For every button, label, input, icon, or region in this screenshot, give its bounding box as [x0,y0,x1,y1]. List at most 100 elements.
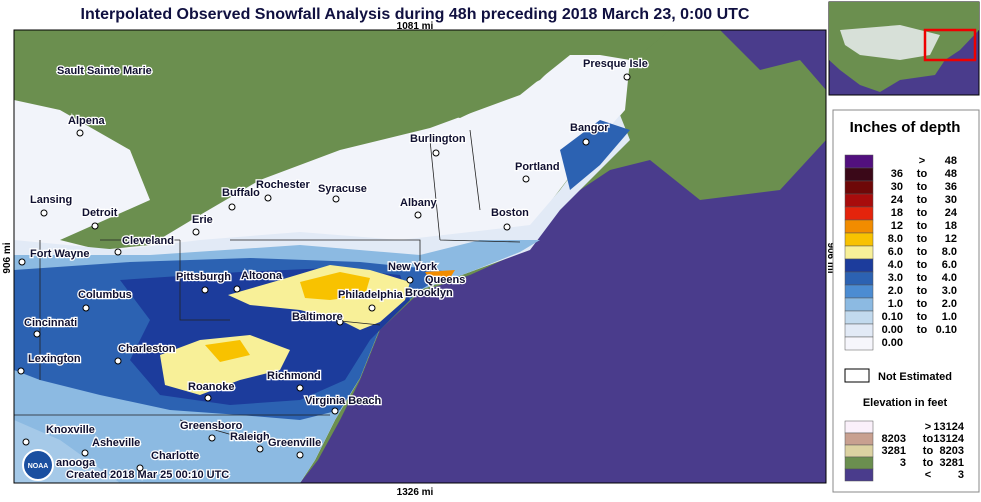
city-marker [332,195,340,203]
legend-max: 12 [945,233,957,245]
legend-min: 30 [891,181,903,193]
legend-min: 8.0 [888,233,903,245]
legend-word: to [917,181,928,193]
city-label: Knoxville [46,424,95,436]
legend-swatch [844,271,874,286]
logo-text: NOAA [28,463,49,470]
not-estimated: Not Estimated [878,371,952,383]
legend-swatch [844,206,874,221]
legend-max: 6.0 [942,259,957,271]
city-marker [91,222,99,230]
city-marker [522,175,530,183]
city-marker [192,228,200,236]
city-marker [201,286,209,294]
city-marker [40,209,48,217]
city-marker [114,248,122,256]
legend-swatch [844,310,874,325]
city-label: Brooklyn [405,287,453,299]
city-label: Queens [425,274,465,286]
legend-swatch [844,444,874,458]
legend-max: 4.0 [942,272,957,284]
city-marker [264,194,272,202]
city-marker [296,384,304,392]
city-marker [17,367,25,375]
city-label: Burlington [410,133,466,145]
legend-word: to [917,324,928,336]
legend-max: 18 [945,220,957,232]
legend-word: to [923,433,934,445]
city-label: Alpena [68,115,106,127]
legend-swatch [844,232,874,247]
legend-word: to [917,168,928,180]
legend-word: to [917,272,928,284]
city-label: Columbus [78,289,132,301]
city-label: Boston [491,207,529,219]
legend-max: 8.0 [942,246,957,258]
city-label: Erie [192,214,213,226]
legend-max: 36 [945,181,957,193]
city-marker [114,357,122,365]
legend-max: 13124 [933,433,964,445]
inset-map [828,1,980,96]
city-label: Portland [515,161,560,173]
city-label: Greenville [268,437,321,449]
city-label: Buffalo [222,187,260,199]
legend-max: 24 [945,207,958,219]
city-label: New York [388,261,438,273]
legend-word: to [917,220,928,232]
legend-min: 0.10 [882,311,903,323]
legend-swatch [844,297,874,312]
city-label: Philadelphia [338,289,404,301]
city-label: Bangor [570,122,609,134]
city-label: Sault Sainte Marie [57,65,152,77]
city-marker [82,304,90,312]
city-marker [406,276,414,284]
legend-swatch [844,167,874,182]
legend-min: 24 [891,194,904,206]
city-label: Charlotte [151,450,199,462]
legend-swatch [844,336,874,351]
legend-swatch [844,219,874,234]
legend-word: to [917,233,928,245]
legend-max: 30 [945,194,957,206]
legend-min: 8203 [882,433,906,445]
legend-max: 2.0 [942,298,957,310]
legend-min: 3281 [882,445,906,457]
elevation-title: Elevation in feet [863,397,948,409]
city-marker [331,407,339,415]
city-marker [81,449,89,457]
legend-word: to [917,259,928,271]
city-marker [18,258,26,266]
city-label: Baltimore [292,311,343,323]
city-label: Charleston [118,343,176,355]
city-label: Roanoke [188,381,234,393]
city-marker [33,330,41,338]
not-estimated-swatch [844,368,870,383]
city-label: Asheville [92,437,140,449]
legend-min: 2.0 [888,285,903,297]
right-distance: 906 mi [825,242,836,273]
legend-swatch [844,468,874,482]
legend-max: 48 [945,155,957,167]
city-label: anooga [56,457,96,469]
legend-word: to [917,311,928,323]
legend-swatch [844,456,874,470]
city-marker [503,223,511,231]
city-label: Richmond [267,370,321,382]
logo [22,449,54,481]
title: Interpolated Observed Snowfall Analysis … [81,6,750,23]
legend-swatch [844,432,874,446]
legend-word: to [917,246,928,258]
city-marker [22,438,30,446]
legend-min: 12 [891,220,903,232]
city-marker [414,211,422,219]
legend-swatch [844,245,874,260]
city-marker [582,138,590,146]
city-marker [432,149,440,157]
city-label: Greensboro [180,420,243,432]
legend-title: Inches of depth [850,119,961,136]
city-label: Presque Isle [583,58,648,70]
city-label: Lansing [30,194,72,206]
city-marker [228,203,236,211]
